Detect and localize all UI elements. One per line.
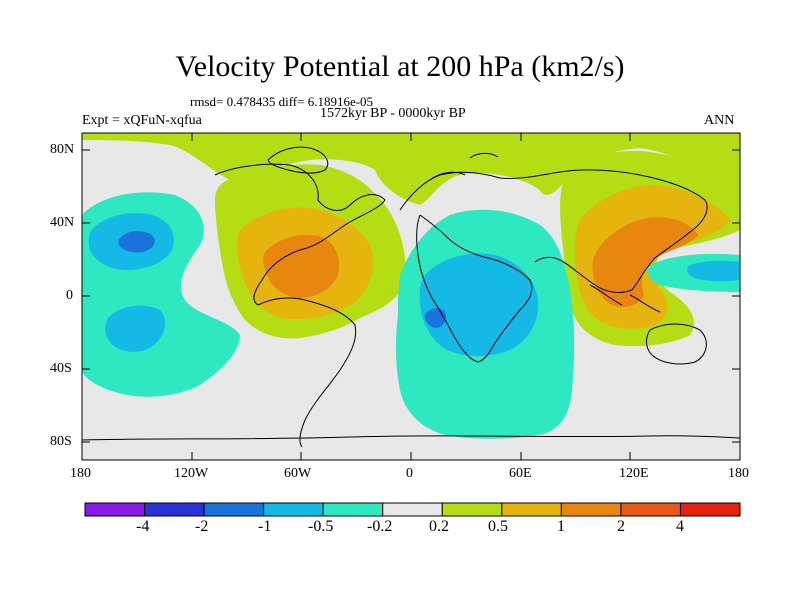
colorbar-label: 4 [676,518,684,535]
negative-region-pacific-core [118,231,155,253]
colorbar-label: 1 [557,518,565,535]
lon-label-120e: 120E [619,466,649,481]
colorbar-swatch [322,502,384,517]
rmsd-diff-stats: rmsd= 0.478435 diff= 6.18916e-05 [190,94,374,109]
colorbar-label: 0.2 [429,518,449,535]
colorbar-label: -0.5 [308,518,334,535]
lat-label-80n: 80N [50,142,75,157]
positive-region-americas-core [263,234,340,298]
colorbar-label: -2 [195,518,209,535]
period-label: 1572kyr BP - 0000kyr BP [320,106,466,121]
lat-ticks [82,149,740,443]
season-label: ANN [704,113,735,128]
lon-ticks [191,133,631,460]
colorbar [84,502,741,517]
negative-region-east-pacific-mid [687,260,740,282]
colorbar-swatch [441,502,503,517]
colorbar-swatch [679,502,741,517]
colorbar-swatch [203,502,265,517]
colorbar-swatch [501,502,562,517]
colorbar-swatch [560,502,622,517]
contour-field [82,133,740,460]
lon-label-0: 0 [406,466,413,481]
colorbar-swatch [620,502,681,517]
positive-polar-region [82,133,740,205]
colorbar-swatch [144,502,205,517]
colorbar-label: 0.5 [488,518,508,535]
colorbar-label: -0.2 [367,518,393,535]
colorbar-label: -4 [136,518,150,535]
lon-label-60w: 60W [284,466,312,481]
lon-label-60e: 60E [509,466,532,481]
lon-label-180e: 180 [728,466,749,481]
colorbar-swatch [382,502,443,517]
lat-label-40n: 40N [50,215,75,230]
negative-region-pacific-south [105,305,166,352]
colorbar-label: 2 [617,518,625,535]
lat-label-eq: 0 [66,288,73,303]
lat-label-40s: 40S [50,361,72,376]
colorbar-label: -1 [258,518,272,535]
coastlines [82,146,740,448]
colorbar-swatch [263,502,324,517]
lon-label-120w: 120W [174,466,209,481]
negative-region-africa-mid [419,253,539,356]
colorbar-swatch [84,502,146,517]
plot-title: Velocity Potential at 200 hPa (km2/s) [175,50,625,83]
positive-region-asia-core [592,217,698,307]
lon-label-180w: 180 [70,466,91,481]
experiment-label: Expt = xQFuN-xqfua [82,113,202,128]
lat-label-80s: 80S [50,434,72,449]
negative-region-africa-core [424,308,446,328]
